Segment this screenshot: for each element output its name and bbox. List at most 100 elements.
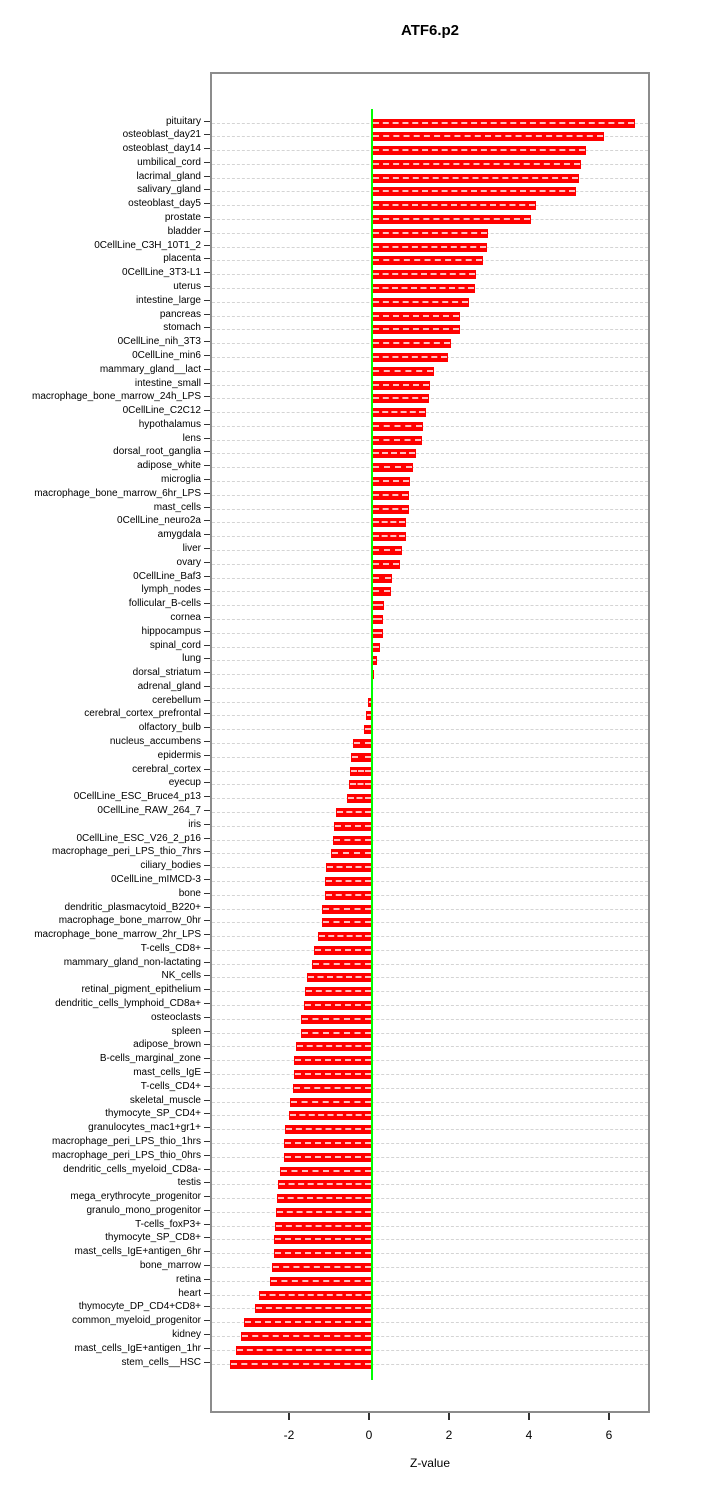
bar-hatch — [373, 480, 409, 483]
bar-pancreas — [372, 311, 461, 321]
bar-hatch — [294, 1073, 371, 1075]
y-tick — [204, 313, 210, 315]
bar-hatch — [373, 548, 401, 551]
bar-kidney — [240, 1332, 372, 1342]
bar-T-cells_foxP3+ — [275, 1221, 372, 1231]
gridline — [212, 922, 648, 924]
bar-mast_cells_IgE+antigen_1hr — [235, 1345, 372, 1355]
bar-cerebral_cortex — [350, 766, 372, 776]
y-tick — [204, 961, 210, 963]
category-label: 0CellLine_neuro2a — [117, 515, 201, 527]
bar-T-cells_CD8+ — [314, 945, 372, 955]
bar-dorsal_root_ganglia — [372, 449, 416, 459]
category-label: mammary_gland__lact — [99, 363, 201, 375]
bar-mast_cells_IgE+antigen_6hr — [274, 1249, 372, 1259]
gridline — [212, 453, 648, 455]
y-tick — [204, 1127, 210, 1129]
category-label: 0CellLine_min6 — [132, 349, 201, 361]
bar-hatch — [373, 521, 406, 524]
category-label: intestine_large — [135, 294, 201, 306]
category-label: olfactory_bulb — [138, 722, 201, 734]
category-label: stem_cells__HSC — [121, 1356, 201, 1368]
y-tick — [204, 1168, 210, 1170]
gridline — [212, 522, 648, 524]
bar-lymph_nodes — [372, 587, 392, 597]
bar-hatch — [304, 1004, 371, 1007]
category-label: osteoblast_day5 — [128, 198, 201, 210]
bar-hatch — [373, 314, 460, 317]
category-label: adipose_white — [137, 460, 201, 472]
bar-retina — [270, 1276, 372, 1286]
bar-bladder — [372, 228, 488, 238]
y-tick — [204, 1223, 210, 1225]
y-tick — [204, 1347, 210, 1349]
bar-macrophage_peri_LPS_thio_1hrs — [284, 1138, 372, 1148]
category-label: stomach — [163, 322, 201, 334]
bar-hatch — [373, 466, 413, 469]
bar-hatch — [351, 755, 371, 758]
gridline — [212, 1267, 648, 1269]
category-label: lung — [182, 653, 201, 665]
category-label: thymocyte_DP_CD4+CD8+ — [78, 1301, 201, 1313]
category-label: cerebral_cortex_prefrontal — [84, 708, 201, 720]
category-label: eyecup — [168, 777, 201, 789]
gridline — [212, 1046, 648, 1048]
bar-hatch — [373, 273, 475, 276]
gridline — [212, 1115, 648, 1117]
y-tick — [204, 878, 210, 880]
y-tick — [204, 465, 210, 467]
category-label: iris — [188, 818, 201, 830]
gridline — [212, 1129, 648, 1131]
category-label: ovary — [176, 556, 201, 568]
y-tick — [204, 1154, 210, 1156]
category-label: lymph_nodes — [141, 584, 201, 596]
category-label: 0CellLine_ESC_V26_2_p16 — [76, 832, 201, 844]
bar-mega_erythrocyte_progenitor — [276, 1194, 372, 1204]
y-tick — [204, 810, 210, 811]
category-label: uterus — [173, 280, 201, 292]
bar-olfactory_bulb — [364, 725, 372, 735]
bar-0CellLine_nih_3T3 — [372, 339, 451, 349]
category-label: osteoclasts — [150, 1011, 201, 1023]
bar-hatch — [373, 121, 635, 124]
category-label: kidney — [172, 1329, 201, 1341]
gridline — [212, 798, 648, 800]
y-tick — [204, 230, 210, 232]
category-label: macrophage_bone_marrow_2hr_LPS — [34, 929, 201, 941]
gridline — [212, 743, 648, 745]
category-label: mammary_gland_non-lactating — [63, 956, 201, 968]
category-label: B-cells_marginal_zone — [99, 1053, 201, 1065]
bar-epidermis — [350, 752, 372, 762]
bar-microglia — [372, 477, 410, 487]
gridline — [212, 618, 648, 620]
bar-spinal_cord — [372, 642, 381, 652]
category-label: bladder — [167, 225, 201, 237]
gridline — [212, 481, 648, 483]
bar-hatch — [289, 1114, 371, 1117]
category-label: T-cells_CD4+ — [140, 1080, 201, 1092]
bar-iris — [333, 821, 372, 831]
bar-hatch — [373, 452, 415, 455]
y-tick — [204, 341, 210, 343]
bar-stomach — [372, 325, 460, 335]
bar-hatch — [334, 838, 371, 841]
category-label: salivary_gland — [137, 184, 201, 196]
y-tick — [204, 603, 210, 605]
y-tick — [204, 244, 210, 246]
category-label: bone_marrow — [139, 1260, 201, 1272]
bar-skeletal_muscle — [290, 1097, 372, 1107]
category-label: follicular_B-cells — [128, 598, 201, 610]
bar-cerebellum — [368, 697, 372, 707]
gridline — [212, 1005, 648, 1007]
bar-follicular_B-cells — [372, 601, 385, 611]
y-tick — [204, 975, 210, 977]
bar-granulocytes_mac1+gr1+ — [284, 1125, 372, 1135]
bar-hatch — [373, 493, 409, 496]
bar-hatch — [318, 935, 371, 938]
bar-hatch — [373, 176, 579, 179]
category-label: mast_cells — [153, 501, 201, 513]
gridline — [212, 867, 648, 869]
bar-osteoblast_day5 — [372, 201, 537, 211]
category-label: intestine_small — [134, 377, 201, 389]
y-tick — [204, 796, 210, 798]
